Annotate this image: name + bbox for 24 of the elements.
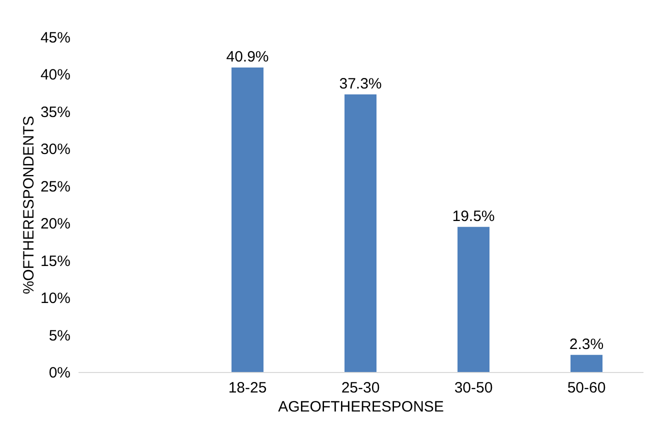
x-tick-label: 50-60 — [567, 380, 606, 396]
data-label: 40.9% — [226, 48, 269, 66]
x-tick-label: 18-25 — [228, 380, 267, 396]
data-label: 37.3% — [339, 75, 382, 92]
y-axis-title: %OFTHERESPONDENTS — [20, 116, 38, 294]
bar — [458, 226, 490, 372]
y-tick-label: 45% — [40, 30, 70, 46]
y-tick-label: 35% — [40, 104, 70, 121]
y-tick-label: 25% — [40, 178, 70, 196]
bar — [344, 94, 376, 372]
data-label: 2.3% — [569, 336, 604, 353]
y-tick-label: 20% — [40, 216, 70, 233]
y-tick-label: 10% — [40, 290, 70, 308]
bar — [570, 354, 602, 372]
x-tick-label: 25-30 — [341, 380, 380, 396]
y-tick-label: 0% — [48, 364, 70, 382]
y-tick-label: 40% — [40, 66, 70, 84]
y-tick-label: 15% — [40, 252, 70, 270]
data-label: 19.5% — [452, 208, 495, 225]
x-tick-label: 30-50 — [454, 380, 493, 396]
bar — [232, 68, 264, 372]
y-tick-label: 5% — [48, 327, 70, 344]
x-axis-title: AGEOFTHERESPONSE — [278, 398, 444, 416]
y-tick-label: 30% — [40, 141, 70, 158]
